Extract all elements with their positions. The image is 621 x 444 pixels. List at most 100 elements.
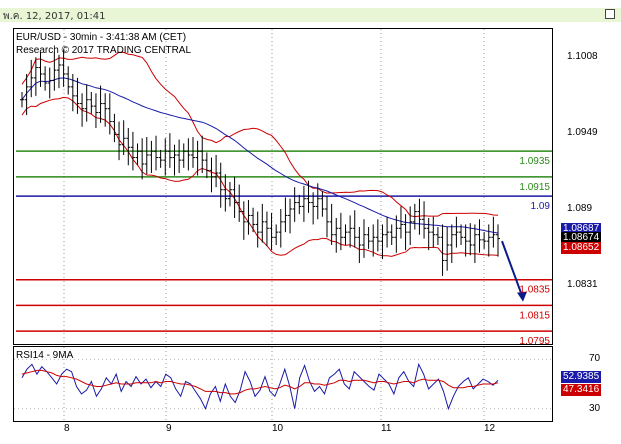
candle bbox=[84, 84, 89, 122]
candle bbox=[144, 137, 149, 175]
candle bbox=[107, 93, 112, 135]
candle bbox=[486, 224, 491, 257]
price-axis-tick: 1.0831 bbox=[567, 278, 598, 290]
candle bbox=[75, 77, 80, 114]
candle bbox=[223, 174, 228, 212]
level-label: 1.0835 bbox=[519, 285, 550, 296]
candle bbox=[288, 198, 293, 234]
candle bbox=[172, 144, 177, 176]
candle bbox=[375, 219, 380, 252]
level-label: 1.0795 bbox=[519, 336, 550, 346]
rsi-axis-tick: 70 bbox=[589, 353, 601, 365]
candle bbox=[177, 139, 182, 173]
time-axis-tick: 12 bbox=[484, 423, 496, 434]
candle bbox=[435, 227, 440, 245]
title-bar: พ.ค. 12, 2017, 01:41 bbox=[0, 0, 621, 28]
time-axis-tick: 11 bbox=[381, 423, 392, 434]
candle bbox=[135, 143, 140, 166]
forecast-arrow-head bbox=[517, 291, 527, 302]
candle bbox=[398, 206, 403, 239]
candle bbox=[394, 215, 399, 253]
candle bbox=[43, 66, 48, 91]
time-axis-tick: 10 bbox=[272, 423, 284, 434]
date-strip bbox=[0, 8, 621, 22]
candle bbox=[56, 54, 61, 89]
candle bbox=[158, 149, 163, 168]
candle bbox=[186, 138, 191, 171]
candle bbox=[306, 180, 311, 213]
rsi-axis-tick: 30 bbox=[589, 402, 601, 414]
candle bbox=[426, 218, 431, 251]
rsi-marker: 52.9385 bbox=[561, 371, 602, 384]
candle bbox=[209, 157, 214, 193]
price-axis-tick: 1.1008 bbox=[567, 51, 598, 63]
candle bbox=[385, 216, 390, 248]
candle bbox=[417, 198, 422, 235]
candle bbox=[130, 131, 135, 171]
candle bbox=[241, 201, 246, 240]
candle bbox=[218, 162, 223, 208]
candle bbox=[24, 74, 29, 116]
candle bbox=[112, 113, 117, 143]
rsi-line bbox=[21, 362, 499, 411]
candle bbox=[274, 224, 279, 245]
candle bbox=[449, 224, 454, 263]
candle bbox=[214, 155, 219, 188]
candle bbox=[190, 137, 195, 168]
candle bbox=[352, 210, 357, 248]
candle bbox=[52, 52, 57, 91]
rsi-header: RSI14 - 9MA bbox=[16, 350, 74, 361]
candle bbox=[237, 184, 242, 222]
candle bbox=[246, 200, 251, 235]
candle bbox=[121, 120, 126, 155]
candle bbox=[371, 224, 376, 257]
candle bbox=[195, 140, 200, 176]
candle bbox=[89, 92, 94, 114]
candle bbox=[47, 67, 52, 99]
candle bbox=[482, 232, 487, 249]
candle bbox=[154, 135, 159, 171]
candle bbox=[149, 140, 154, 173]
rsi-panel: RSI14 - 9MA bbox=[13, 346, 553, 422]
candle bbox=[181, 143, 186, 168]
close-icon[interactable] bbox=[605, 9, 615, 19]
candle bbox=[348, 215, 353, 248]
candle bbox=[440, 224, 445, 276]
candle bbox=[389, 224, 394, 245]
rsi-chart-svg bbox=[14, 347, 552, 421]
candle bbox=[422, 201, 427, 239]
candle bbox=[357, 227, 362, 263]
candle bbox=[408, 206, 413, 245]
bollinger-lower bbox=[21, 96, 499, 257]
candle bbox=[264, 211, 269, 247]
price-marker: 1.08674 bbox=[561, 232, 602, 245]
time-axis-tick: 8 bbox=[64, 423, 70, 434]
candle bbox=[343, 224, 348, 245]
candle bbox=[61, 49, 66, 87]
candle bbox=[445, 227, 450, 271]
candle bbox=[338, 212, 343, 251]
candle bbox=[260, 203, 265, 243]
candle bbox=[251, 207, 256, 233]
candle bbox=[292, 187, 297, 222]
candle bbox=[412, 203, 417, 230]
candle bbox=[361, 219, 366, 258]
candle bbox=[70, 74, 75, 112]
candle bbox=[29, 59, 34, 98]
price-axis-tick: 1.089 bbox=[567, 203, 593, 214]
candle bbox=[140, 138, 145, 180]
candle bbox=[491, 216, 496, 248]
candle bbox=[117, 121, 122, 161]
candle bbox=[167, 133, 172, 168]
time-axis-tick: 9 bbox=[166, 423, 172, 434]
candle bbox=[255, 211, 260, 248]
level-label: 1.0935 bbox=[519, 156, 550, 167]
candle bbox=[204, 152, 209, 179]
price-chart-panel: 1.0935 1.0915 1.09 1.0835 1.0815 1.0795 EUR/U… bbox=[13, 28, 553, 346]
candle bbox=[227, 182, 232, 207]
candle bbox=[33, 57, 38, 96]
candle bbox=[315, 183, 320, 220]
date-text: พ.ค. 12, 2017, 01:41 bbox=[3, 11, 106, 22]
candle bbox=[477, 219, 482, 253]
candle bbox=[496, 224, 500, 257]
